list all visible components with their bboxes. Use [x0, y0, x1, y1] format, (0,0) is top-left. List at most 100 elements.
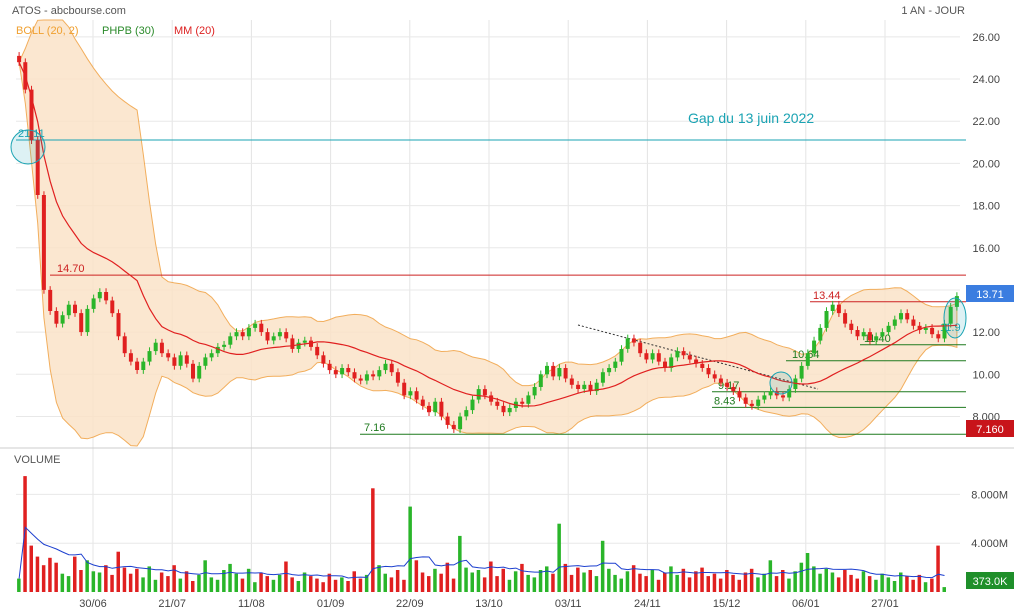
candle-body [383, 363, 388, 371]
low-price-badge [966, 420, 1014, 437]
candle-body [389, 363, 394, 373]
volume-bar [874, 579, 878, 592]
volume-bar [128, 573, 133, 592]
volume-bar [17, 578, 21, 592]
candle-body [588, 384, 593, 392]
candle-body [333, 370, 338, 375]
candle-body [172, 357, 177, 366]
volume-bar [54, 562, 58, 592]
volume-bar [191, 581, 195, 592]
candle-body [91, 298, 96, 309]
last-price-badge [966, 285, 1014, 302]
candle-body [445, 416, 450, 425]
x-tick-label: 01/09 [317, 598, 345, 610]
candle-body [60, 315, 65, 324]
volume-bar [91, 571, 96, 592]
candle-body [259, 323, 264, 333]
candle-body [538, 374, 543, 387]
volume-bar [427, 576, 431, 592]
price-tick-label: 18.00 [972, 201, 1000, 213]
candle-body [507, 408, 512, 413]
volume-bar [594, 576, 599, 592]
volume-bar [607, 568, 611, 592]
candle-body [812, 340, 817, 354]
low-price-text: 7.160 [976, 424, 1004, 436]
candle-body [930, 327, 935, 335]
volume-bar [867, 576, 872, 592]
volume-bar [439, 573, 443, 592]
chart-title: ATOS - abcbourse.com [12, 5, 126, 17]
price-tick-label: 26.00 [972, 32, 1000, 44]
volume-bar [240, 578, 245, 592]
volume-bar [787, 578, 791, 592]
candle-body [66, 304, 71, 316]
volume-bar [284, 561, 288, 592]
volume-bar [532, 577, 537, 592]
volume-bar [271, 579, 276, 592]
last-volume-text: 373.0K [973, 576, 1009, 588]
candle-body [451, 424, 456, 430]
volume-bar [159, 572, 164, 592]
volume-bar [184, 571, 189, 592]
candle-body [159, 342, 164, 354]
last-price-text: 13.71 [976, 289, 1004, 301]
candle-body [718, 378, 723, 383]
candle-body [209, 353, 214, 358]
candle-body [824, 311, 829, 328]
circle-markers [10, 129, 967, 395]
volume-bar [458, 535, 462, 592]
candle-body [54, 311, 59, 324]
candle-body [532, 387, 537, 396]
candle-body [700, 363, 705, 368]
volume-bar [35, 556, 40, 592]
volume-bar [861, 571, 866, 592]
volume-bar [582, 572, 586, 592]
candle-body [284, 332, 289, 339]
candle-body [836, 304, 841, 314]
level-label: 8.43 [714, 395, 735, 407]
candle-body [277, 332, 282, 337]
candle-body [141, 361, 146, 370]
candle-body [470, 399, 475, 411]
trendline [577, 324, 819, 390]
marker-circle [10, 129, 46, 165]
volume-bar [346, 581, 350, 592]
candle-body [656, 353, 661, 362]
candle-body [122, 336, 127, 354]
candle-body [694, 359, 699, 364]
legend-mm: MM (20) [174, 25, 215, 37]
volume-bar [781, 570, 785, 592]
candle-body [749, 403, 754, 406]
candle-body [178, 355, 183, 366]
volume-bar [302, 572, 307, 592]
volume-tick-label: 4.000M [971, 538, 1008, 550]
candle-body [762, 395, 767, 400]
candle-body [582, 384, 587, 389]
candle-body [600, 372, 605, 383]
x-tick-label: 03/11 [555, 598, 582, 610]
volume-moving-average [18, 526, 945, 579]
candle-body [439, 401, 444, 417]
volume-bar [116, 551, 120, 592]
candle-body [631, 338, 636, 343]
x-tick-label: 30/06 [79, 598, 107, 610]
candle-body [377, 370, 382, 377]
volume-bar [563, 563, 568, 592]
candle-body [271, 336, 276, 341]
volume-bar [166, 576, 170, 592]
marker-circle [943, 297, 967, 339]
volume-bar [85, 560, 89, 592]
candle-body [756, 399, 761, 406]
volume-bar [917, 574, 922, 592]
volume-bar [79, 570, 83, 592]
volume-bar [445, 562, 450, 592]
x-tick-label: 22/09 [396, 598, 424, 610]
gap-annotation: Gap du 13 juin 2022 [688, 110, 814, 126]
volume-bar [383, 573, 387, 592]
volume-bar [675, 574, 679, 592]
volume-bar [762, 573, 766, 592]
volume-bar [371, 488, 375, 592]
volume-bar [197, 574, 201, 592]
volume-bar [29, 545, 33, 592]
candle-body [228, 336, 233, 345]
